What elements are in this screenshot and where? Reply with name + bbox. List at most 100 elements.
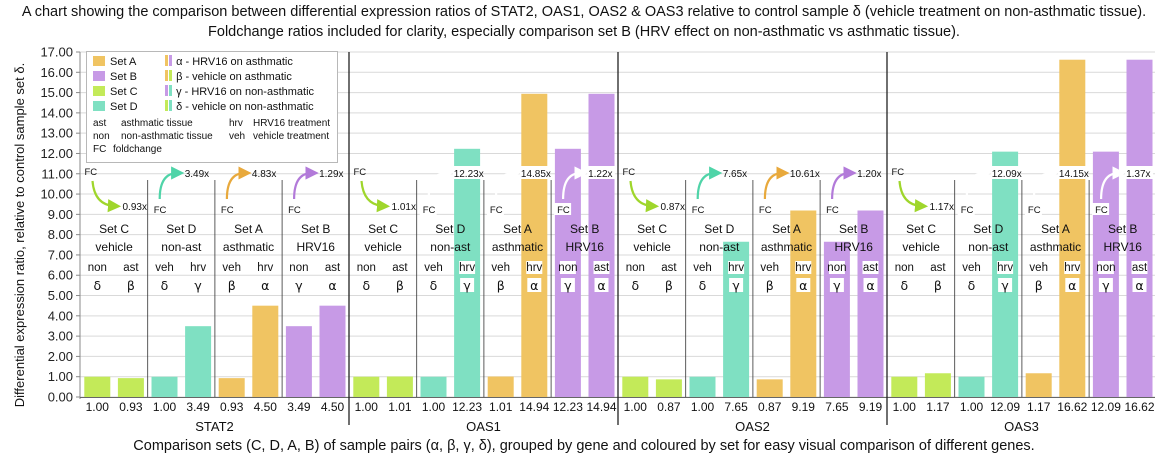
label-background <box>1064 261 1081 274</box>
fc-arrow <box>225 166 252 200</box>
fc-label: FC <box>490 205 503 216</box>
pair-sample-label: β <box>665 278 673 293</box>
bar <box>655 379 682 397</box>
legend-sample-gamma: γ - HRV16 on non-asthmatic <box>165 85 314 99</box>
set-name-label: Set C <box>637 222 667 236</box>
bar-value-label: 9.19 <box>792 400 816 414</box>
set-desc-label: vehicle <box>95 240 133 254</box>
bar-value-label: 14.94 <box>519 400 549 414</box>
bar <box>151 376 178 397</box>
fc-label: FC <box>354 167 367 178</box>
pair-condition-label: ast <box>325 262 341 274</box>
legend-label: Set C <box>110 86 138 98</box>
legend-set-b: Set B <box>93 70 137 84</box>
label-background <box>460 278 475 292</box>
fc-label: FC <box>1095 205 1108 216</box>
fc-label: FC <box>623 167 636 178</box>
bar-value-label: 1.00 <box>893 400 917 414</box>
pair-sample-label: δ <box>968 278 976 293</box>
pair-condition-label: hrv <box>257 262 273 274</box>
label-background <box>1125 166 1154 179</box>
swatch <box>169 70 172 81</box>
bar <box>386 376 413 397</box>
pair-condition-label: veh <box>155 262 174 274</box>
label-background <box>729 278 744 292</box>
fc-arrow <box>1032 166 1059 200</box>
label-background <box>990 166 1019 179</box>
y-tick-label: 14.00 <box>40 105 73 120</box>
pair-sample-label: β <box>127 278 135 293</box>
legend-sample-alpha: α - HRV16 on asthmatic <box>165 55 293 69</box>
fc-value: 1.22x <box>588 169 612 180</box>
bar-value-label: 1.17 <box>1027 400 1051 414</box>
set-name-label: Set B <box>301 222 330 236</box>
pair-sample-label: γ <box>1001 278 1009 293</box>
pair-condition-label: ast <box>863 262 879 274</box>
pair-condition-label: non <box>289 262 308 274</box>
set-name-label: Set D <box>166 222 196 236</box>
swatch-set-b <box>93 71 105 81</box>
bar-value-label: 12.23 <box>553 400 583 414</box>
gene-label: STAT2 <box>195 419 234 434</box>
pair-sample-label: β <box>497 278 505 293</box>
abbrev-key: veh <box>229 131 246 142</box>
set-name-label: Set B <box>1108 222 1137 236</box>
bar-value-label: 1.17 <box>926 400 950 414</box>
pair-condition-label: non <box>558 262 577 274</box>
gene-label: OAS1 <box>466 419 501 434</box>
bar-value-label: 0.93 <box>119 400 143 414</box>
pair-condition-label: veh <box>424 262 443 274</box>
pair-sample-label: γ <box>833 278 841 293</box>
bar-value-label: 16.62 <box>1057 400 1087 414</box>
bar <box>1059 59 1086 398</box>
bar-value-label: 4.50 <box>321 400 345 414</box>
pair-condition-label: hrv <box>1064 262 1080 274</box>
bar-value-label: 12.09 <box>1091 400 1121 414</box>
fc-arrow <box>898 180 929 213</box>
label-background <box>594 278 609 292</box>
y-tick-label: 9.00 <box>48 207 73 222</box>
legend-set-c: Set C <box>93 85 138 99</box>
label-background <box>863 278 878 292</box>
bar-value-label: 0.87 <box>657 400 681 414</box>
fc-value: 0.93x <box>123 202 147 213</box>
y-tick-label: 7.00 <box>48 247 73 262</box>
pair-sample-label: α <box>1135 278 1143 293</box>
label-background <box>1065 278 1080 292</box>
pair-sample-label: β <box>396 278 404 293</box>
set-desc-label: HRV16 <box>296 240 335 254</box>
pair-sample-label: β <box>934 278 942 293</box>
legend-label: Set A <box>110 56 137 68</box>
label-background <box>1097 261 1114 274</box>
set-desc-label: HRV16 <box>565 240 604 254</box>
y-tick-label: 3.00 <box>48 329 73 344</box>
bar-value-label: 7.65 <box>724 400 748 414</box>
fc-label: FC <box>961 205 974 216</box>
label-background <box>1057 166 1086 179</box>
pair-sample-label: β <box>228 278 236 293</box>
label-background <box>1131 261 1148 274</box>
bar <box>1126 59 1153 398</box>
bar-value-label: 4.50 <box>254 400 278 414</box>
label-background <box>526 261 543 274</box>
fc-arrow <box>831 166 857 200</box>
abbrev-key: non <box>93 131 110 142</box>
chart-title-line2: Foldchange ratios included for clarity, … <box>208 24 960 40</box>
legend-label: γ - HRV16 on non-asthmatic <box>176 86 315 98</box>
bar <box>924 373 951 397</box>
set-name-label: Set C <box>368 222 398 236</box>
bar-value-label: 14.94 <box>586 400 616 414</box>
swatch <box>169 85 172 96</box>
bar-value-label: 1.00 <box>691 400 715 414</box>
abbrev-key: hrv <box>229 118 243 129</box>
y-tick-label: 1.00 <box>48 369 73 384</box>
label-background <box>527 278 542 292</box>
pair-sample-label: δ <box>900 278 908 293</box>
fc-label: FC <box>557 205 570 216</box>
legend-label: δ - vehicle on non-asthmatic <box>176 101 314 113</box>
set-name-label: Set B <box>839 222 868 236</box>
label-background <box>795 261 812 274</box>
legend-sample-delta: δ - vehicle on non-asthmatic <box>165 100 314 114</box>
bar <box>353 376 380 397</box>
